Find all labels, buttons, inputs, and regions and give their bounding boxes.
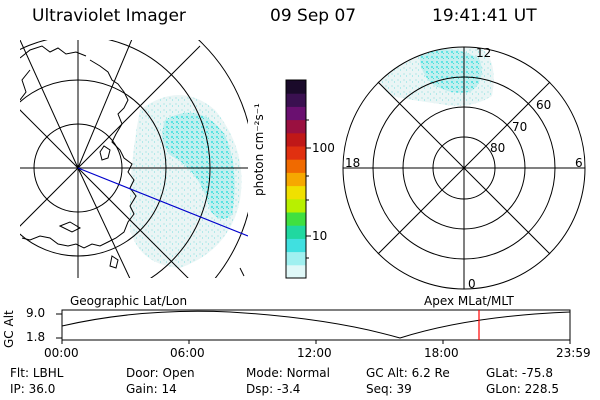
- info-dsp: Dsp: -3.4: [246, 382, 301, 396]
- colorbar-swatch: [286, 146, 306, 160]
- colorbar-swatch: [286, 172, 306, 187]
- timeline-xtick-1: 06:00: [170, 346, 205, 360]
- mlt-label-6: 6: [575, 156, 583, 170]
- colorbar: [285, 79, 311, 279]
- colorbar-label: photon cm⁻²s⁻¹: [252, 103, 266, 196]
- info-ip: IP: 36.0: [10, 382, 56, 396]
- mlt-label-0: 0: [468, 277, 476, 291]
- colorbar-swatch: [286, 80, 306, 94]
- colorbar-swatch: [286, 93, 306, 107]
- info-flt: Flt: LBHL: [10, 366, 64, 380]
- info-gain: Gain: 14: [126, 382, 177, 396]
- timeline-xtick-4: 23:59: [556, 346, 591, 360]
- emission-bright: [162, 112, 235, 219]
- info-door: Door: Open: [126, 366, 195, 380]
- colorbar-tick-10: 10: [312, 229, 328, 243]
- info-gc-alt: GC Alt: 6.2 Re: [366, 366, 450, 380]
- colorbar-swatch: [286, 251, 306, 266]
- colorbar-swatch: [286, 264, 306, 279]
- timeline-ytick-9: 9.0: [26, 306, 46, 320]
- mlt-label-18: 18: [345, 156, 361, 170]
- mlt-label-12: 12: [476, 46, 492, 60]
- colorbar-tick-100: 100: [312, 141, 335, 155]
- colorbar-swatch: [286, 119, 306, 134]
- info-glon: GLon: 228.5: [486, 382, 559, 396]
- info-seq: Seq: 39: [366, 382, 412, 396]
- altitude-timeline: [56, 309, 571, 344]
- mlat-label-80: 80: [490, 141, 506, 155]
- colorbar-swatch: [286, 132, 306, 147]
- info-glat: GLat: -75.8: [486, 366, 553, 380]
- timeline-ylabel: GC Alt: [2, 310, 16, 348]
- info-mode: Mode: Normal: [246, 366, 330, 380]
- timeline-xtick-3: 18:00: [424, 346, 459, 360]
- timeline-ytick-1.8: 1.8: [26, 330, 46, 344]
- apex-caption: Apex MLat/MLT: [424, 294, 514, 308]
- colorbar-swatch: [286, 212, 306, 226]
- mlat-label-60: 60: [536, 98, 552, 112]
- coastline: [21, 59, 137, 249]
- colorbar-swatch: [286, 159, 306, 173]
- colorbar-swatch: [286, 225, 306, 239]
- timeline-xtick-2: 12:00: [297, 346, 332, 360]
- colorbar-swatch: [286, 238, 306, 253]
- imager-title: Ultraviolet Imager: [32, 6, 186, 26]
- geographic-caption: Geographic Lat/Lon: [70, 294, 188, 308]
- colorbar-swatch: [286, 106, 306, 121]
- colorbar-swatch: [286, 198, 306, 213]
- time-label: 19:41:41 UT: [432, 6, 537, 26]
- date-label: 09 Sep 07: [270, 6, 357, 26]
- mlat-label-70: 70: [512, 120, 528, 134]
- timeline-xtick-0: 00:00: [44, 346, 79, 360]
- geographic-map: [20, 40, 248, 278]
- colorbar-swatch: [286, 185, 306, 200]
- altitude-curve: [61, 310, 571, 339]
- sun-terminator-line: [77, 167, 248, 237]
- magnetic-polar-plot: [342, 46, 586, 290]
